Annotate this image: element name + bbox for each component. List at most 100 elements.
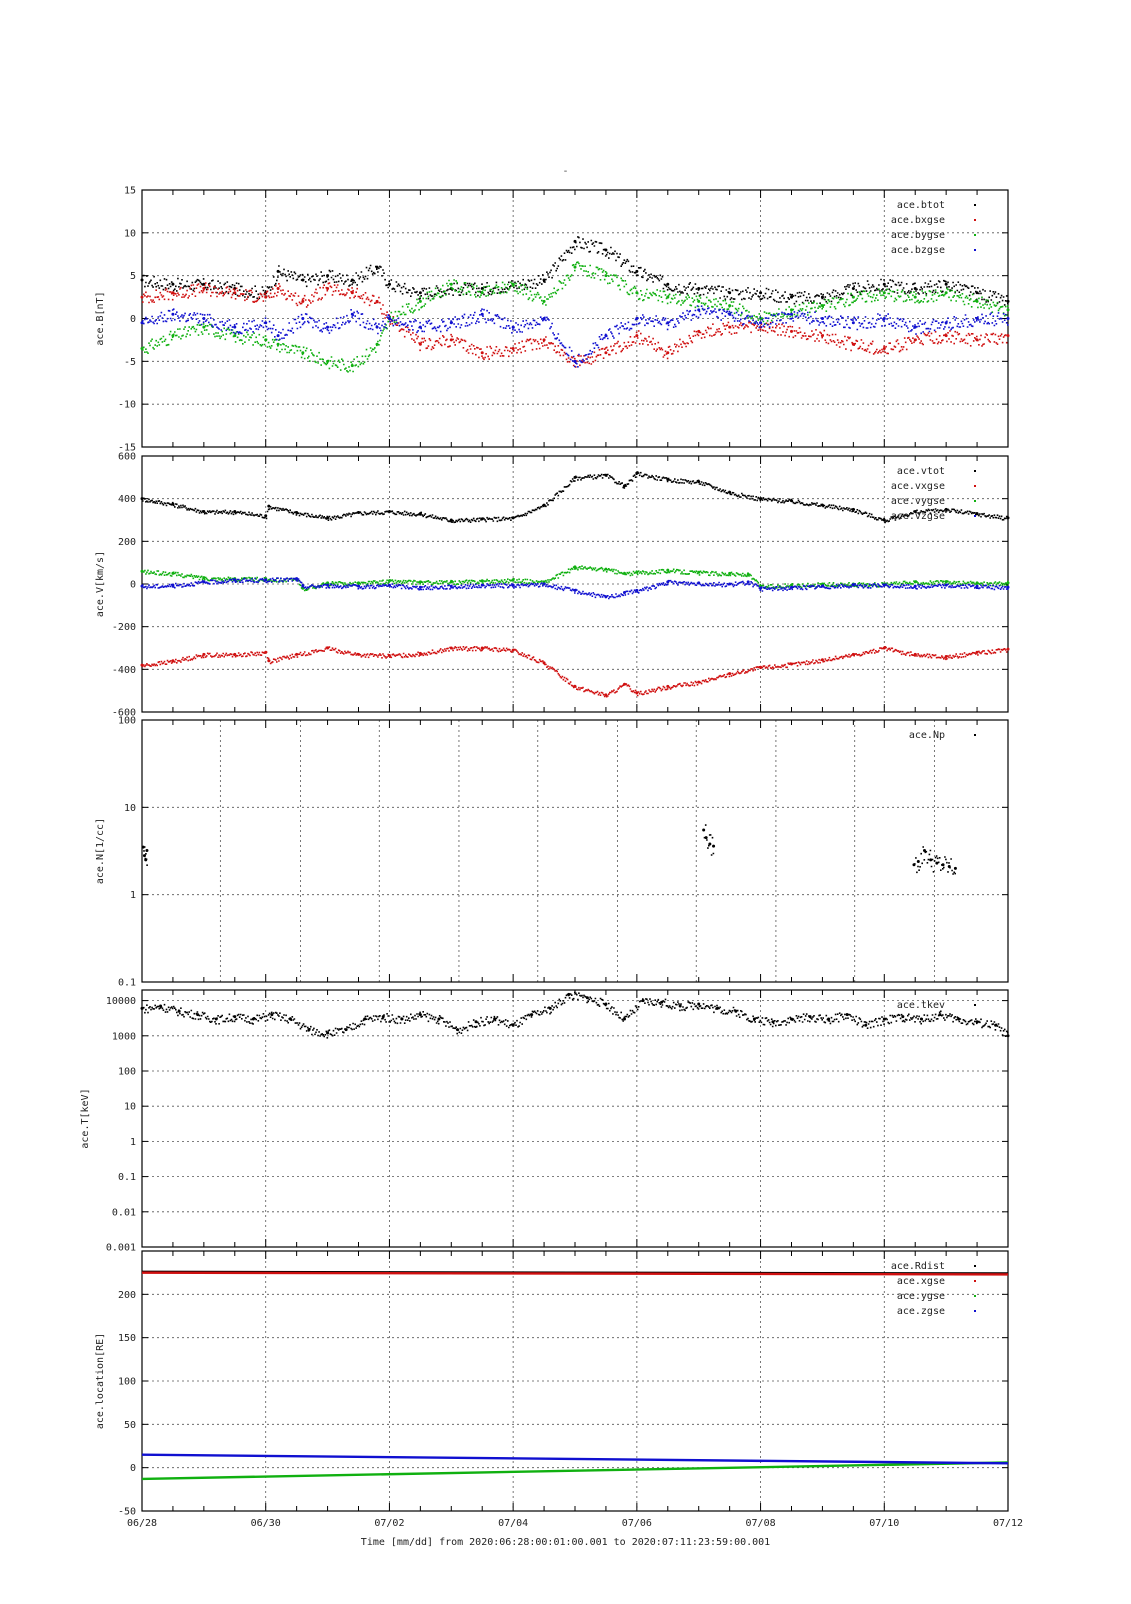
data-point-2-ace-vygse-20	[666, 568, 670, 572]
y-tick-label-4-3: 100	[118, 1066, 136, 1077]
data-point-1-ace-bygse-31	[1006, 308, 1010, 312]
series-line-5-ace-ygse	[141, 1461, 1009, 1481]
data-point-4-ace-tkev-11	[326, 1031, 330, 1035]
data-point-1-ace-bygse-12	[418, 299, 422, 303]
legend-marker-4-ace-tkev	[974, 1004, 976, 1006]
data-point-1-ace-bxgse-27	[882, 346, 886, 350]
legend-label-2-ace-vtot: ace.vtot	[897, 466, 945, 477]
page-title: -	[562, 166, 569, 177]
legend-marker-1-ace-bygse	[974, 234, 976, 236]
data-point-1-ace-bxgse-16	[542, 338, 546, 342]
y-axis-label-5: ace.location[RE]	[95, 1333, 106, 1429]
legend-label-2-ace-vygse: ace.vygse	[891, 496, 945, 507]
data-point-1-ace-btot-23	[759, 291, 763, 295]
time-axis-caption: Time [mm/dd] from 2020:06:28:00:01:00.00…	[360, 1537, 771, 1548]
y-tick-label-2-5: -200	[112, 622, 136, 633]
data-point-4-ace-tkev-48	[1006, 1034, 1010, 1038]
data-point-1-ace-bzgse-14	[480, 312, 484, 316]
y-tick-label-3-4: 0.1	[118, 978, 136, 989]
series-trace-2-ace-vxgse	[142, 646, 1009, 698]
series-trace-4-ace-tkev	[142, 991, 1009, 1039]
data-point-1-ace-bzgse-2	[171, 312, 175, 316]
y-tick-label-5-5: 0	[130, 1463, 136, 1474]
legend-label-5-ace-ygse: ace.ygse	[897, 1291, 945, 1302]
y-tick-label-4-6: 0.1	[118, 1172, 136, 1183]
y-axis-label-2: ace.V[km/s]	[95, 551, 106, 617]
y-tick-label-5-3: 100	[118, 1377, 136, 1388]
legend-marker-2-ace-vxgse	[974, 485, 976, 487]
legend-label-1-ace-bygse: ace.bygse	[891, 230, 945, 241]
data-point-1-ace-bzgse-24	[790, 312, 793, 316]
data-point-2-ace-vzgse-32	[1006, 585, 1010, 589]
legend-marker-3-ace-Np	[974, 734, 976, 736]
data-point-1-ace-bxgse-6	[276, 287, 280, 291]
data-point-1-ace-bzgse-26	[851, 321, 855, 325]
y-tick-label-2-2: 400	[118, 494, 136, 505]
x-tick-label-2: 06/30	[251, 1518, 281, 1529]
series-trace-1-ace-btot	[142, 236, 1009, 306]
y-tick-label-5-6: -50	[118, 1507, 136, 1518]
data-point-2-ace-vzgse-11	[418, 585, 422, 589]
y-tick-label-1-4: 0	[130, 314, 136, 325]
series-trace-1-ace-bxgse	[142, 282, 1009, 368]
x-tick-label-1: 06/28	[127, 1518, 157, 1529]
data-point-3-ace-Np-7	[708, 842, 712, 846]
y-tick-label-1-3: 5	[130, 271, 136, 282]
data-point-1-ace-btot-26	[851, 287, 855, 291]
y-axis-label-1: ace.B[nT]	[95, 291, 106, 345]
legend-label-5-ace-xgse: ace.xgse	[897, 1276, 945, 1287]
data-point-1-ace-bzgse-4	[233, 325, 237, 329]
data-point-4-ace-tkev-31	[697, 1002, 701, 1006]
data-point-4-ace-tkev-17	[437, 1017, 441, 1021]
series-trace-2-ace-vzgse	[142, 577, 1009, 600]
data-point-4-ace-tkev-19	[474, 1020, 478, 1024]
data-point-4-ace-tkev-30	[678, 1004, 682, 1008]
legend-label-5-ace-Rdist: ace.Rdist	[891, 1261, 945, 1272]
data-point-2-ace-vtot-6	[267, 504, 271, 508]
panel-frame-3	[141, 719, 1009, 983]
legend-label-4-ace-tkev: ace.tkev	[897, 1000, 945, 1011]
y-tick-label-3-2: 10	[124, 803, 136, 814]
legend-marker-2-ace-vtot	[974, 470, 976, 472]
y-tick-label-1-6: -10	[118, 400, 136, 411]
y-axis-label-4: ace.T[keV]	[80, 1088, 91, 1148]
legend-marker-1-ace-bxgse	[974, 219, 976, 221]
y-tick-label-3-1: 100	[118, 716, 136, 727]
legend-label-1-ace-btot: ace.btot	[897, 200, 945, 211]
data-point-1-ace-btot-29	[944, 282, 948, 286]
data-point-1-ace-bxgse-7	[301, 299, 305, 303]
y-tick-label-5-4: 50	[124, 1420, 136, 1431]
legend-label-3-ace-Np: ace.Np	[909, 730, 945, 741]
data-point-3-ace-Np-5	[702, 828, 706, 832]
y-tick-label-2-3: 200	[118, 537, 136, 548]
y-tick-label-1-7: -15	[118, 443, 136, 454]
data-point-1-ace-bxgse-14	[480, 351, 484, 355]
data-point-1-ace-bzgse-21	[697, 308, 701, 312]
y-tick-label-1-5: -5	[124, 357, 136, 368]
data-point-1-ace-bzgse-17	[573, 359, 577, 363]
data-point-1-ace-bxgse-1	[140, 295, 144, 299]
y-tick-label-3-3: 1	[130, 890, 136, 901]
y-tick-label-1-1: 15	[124, 186, 136, 197]
legend-marker-1-ace-bzgse	[974, 249, 976, 251]
data-point-3-ace-Np-6	[704, 836, 708, 840]
x-tick-label-8: 07/12	[993, 1518, 1023, 1529]
y-axis-label-3: ace.N[1/cc]	[95, 818, 106, 884]
data-point-1-ace-btot-1	[140, 278, 144, 282]
series-line-5-ace-zgse	[141, 1453, 1009, 1465]
x-tick-label-7: 07/10	[869, 1518, 899, 1529]
y-tick-label-4-1: 10000	[106, 996, 136, 1007]
legend-marker-2-ace-vygse	[974, 500, 976, 502]
data-point-1-ace-bxgse-5	[264, 295, 268, 299]
y-tick-label-5-2: 150	[118, 1333, 136, 1344]
data-point-3-ace-Np-11	[922, 849, 926, 853]
y-tick-label-4-5: 1	[130, 1137, 136, 1148]
data-point-1-ace-bxgse-18	[604, 351, 608, 355]
data-point-4-ace-tkev-42	[901, 1015, 905, 1019]
data-point-4-ace-tkev-40	[864, 1023, 868, 1027]
y-tick-label-2-6: -400	[112, 665, 136, 676]
x-tick-label-5: 07/06	[622, 1518, 652, 1529]
x-tick-label-6: 07/08	[746, 1518, 776, 1529]
y-tick-label-1-2: 10	[124, 228, 136, 239]
